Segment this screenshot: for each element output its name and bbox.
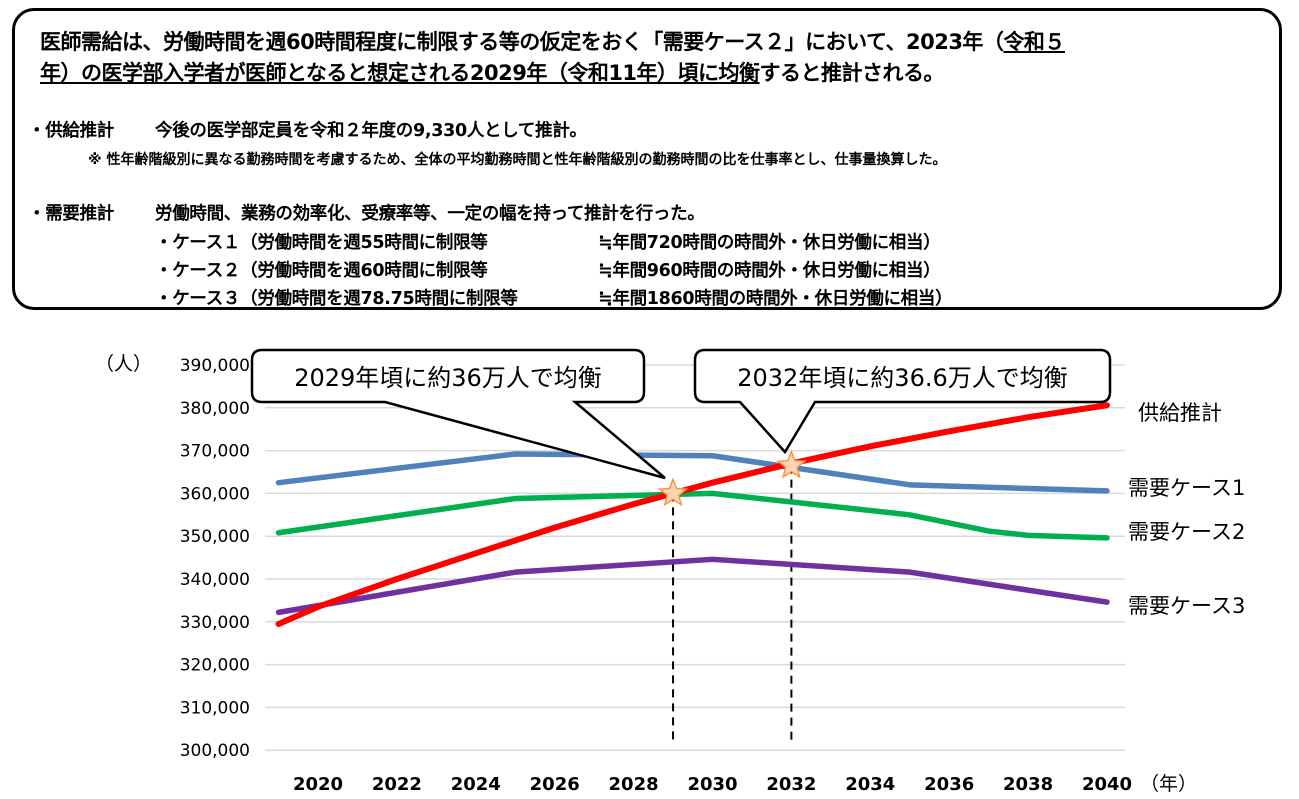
supply-note: ※ 性年齢階級別に異なる勤務時間を考慮するため、全体の平均勤務時間と性年齢階級別… [88, 152, 947, 168]
case-2-left: ・ケース２（労働時間を週60時間に制限等 [155, 261, 488, 281]
summary-text: すると推計される。 [759, 61, 945, 85]
y-tick-label: 300,000 [180, 741, 250, 761]
supply-text: 今後の医学部定員を令和２年度の9,330人として推計。 [155, 121, 587, 141]
x-tick-label: 2030 [687, 774, 737, 795]
demand-text: 労働時間、業務の効率化、受療率等、一定の幅を持って推計を行った。 [155, 204, 705, 224]
y-axis-label: （人） [95, 353, 152, 375]
y-tick-label: 340,000 [180, 570, 250, 590]
series-line-4 [275, 556, 1110, 616]
y-tick-label: 360,000 [180, 484, 250, 504]
callout-text: 2029年頃に約36万人で均衡 [294, 364, 602, 392]
x-tick-label: 2036 [924, 774, 974, 795]
summary-text: 医師需給は、労働時間を週60時間程度に制限する等の仮定をおく「需要ケース２」にお… [40, 30, 1004, 54]
callout-box [693, 348, 1112, 455]
callout-box [250, 348, 666, 480]
y-tick-label: 390,000 [180, 356, 250, 376]
series-label: 供給推計 [1138, 401, 1222, 425]
series-line-2 [275, 451, 1110, 494]
summary-underlined: 令和５ [1003, 30, 1065, 54]
y-tick-label: 320,000 [180, 656, 250, 676]
summary-box [12, 8, 1282, 310]
series-label: 需要ケース3 [1128, 594, 1245, 618]
summary-underlined: 年）の医学部入学者が医師となると想定される2029年（令和11年）頃に均衡 [40, 61, 760, 85]
case-1-left: ・ケース１（労働時間を週55時間に制限等 [155, 233, 488, 253]
x-tick-label: 2022 [372, 774, 422, 795]
case-2-right: ≒年間960時間の時間外・休日労働に相当） [598, 261, 941, 281]
x-tick-label: 2038 [1003, 774, 1053, 795]
series-label: 需要ケース2 [1128, 520, 1245, 544]
x-tick-label: 2032 [766, 774, 816, 795]
y-tick-label: 380,000 [180, 399, 250, 419]
y-tick-label: 310,000 [180, 698, 250, 718]
summary-line-2: 年）の医学部入学者が医師となると想定される2029年（令和11年）頃に均衡すると… [40, 57, 945, 87]
demand-label: ・需要推計 [28, 204, 114, 224]
case-1-right: ≒年間720時間の時間外・休日労働に相当） [598, 233, 941, 253]
callout-text: 2032年頃に約36.6万人で均衡 [737, 364, 1068, 392]
supply-label: ・供給推計 [28, 121, 114, 141]
x-tick-label: 2040 [1082, 774, 1132, 795]
y-tick-label: 330,000 [180, 613, 250, 633]
series-line-3 [275, 490, 1110, 541]
x-tick-label: 2024 [451, 774, 501, 795]
y-tick-label: 350,000 [180, 527, 250, 547]
x-axis-label: （年） [1140, 773, 1197, 795]
case-3-right: ≒年間1860時間の時間外・休日労働に相当） [598, 289, 953, 309]
y-tick-label: 370,000 [180, 442, 250, 462]
x-tick-label: 2020 [293, 774, 343, 795]
star-icon [657, 477, 689, 507]
x-tick-label: 2026 [530, 774, 580, 795]
summary-line-1: 医師需給は、労働時間を週60時間程度に制限する等の仮定をおく「需要ケース２」にお… [40, 26, 1065, 56]
case-3-left: ・ケース３（労働時間を週78.75時間に制限等 [155, 289, 518, 309]
x-tick-label: 2028 [609, 774, 659, 795]
star-icon [776, 449, 807, 479]
x-tick-label: 2034 [845, 774, 895, 795]
series-label: 需要ケース1 [1128, 476, 1245, 500]
